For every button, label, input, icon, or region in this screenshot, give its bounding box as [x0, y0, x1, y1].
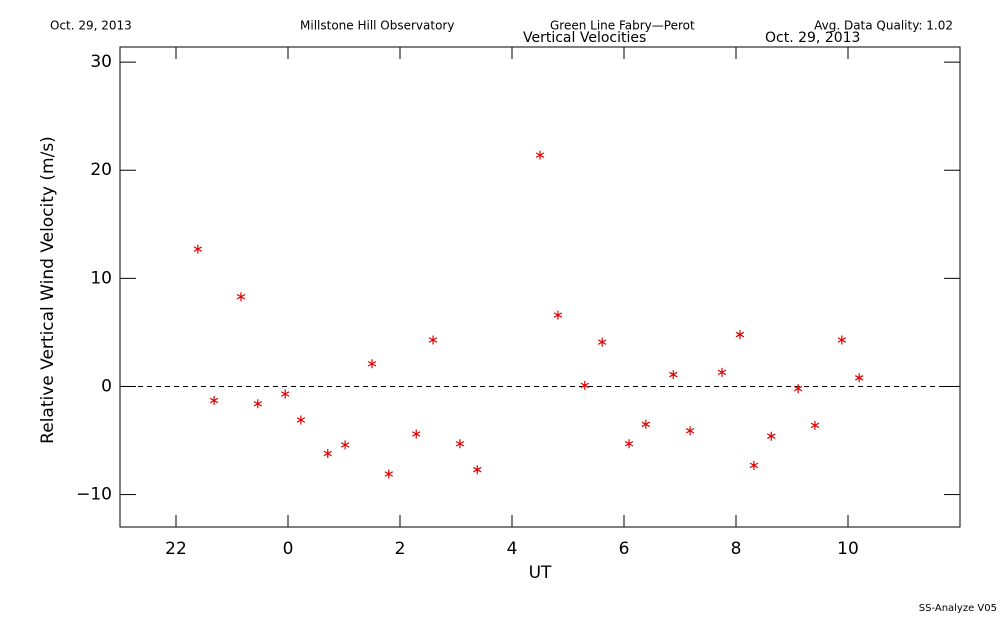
- plot-frame: [119, 46, 961, 528]
- point: [624, 439, 634, 449]
- x-tick-label: 2: [395, 539, 406, 559]
- point: [717, 367, 727, 377]
- y-tick-label: 20: [90, 160, 112, 180]
- point: [428, 335, 438, 345]
- point: [193, 244, 203, 254]
- point: [810, 420, 820, 430]
- title-date: Oct. 29, 2013: [765, 30, 860, 46]
- point: [580, 380, 590, 390]
- point: [384, 469, 394, 479]
- point: [837, 335, 847, 345]
- point: [412, 429, 421, 439]
- point: [553, 310, 563, 320]
- point: [340, 440, 350, 450]
- point: [209, 396, 219, 406]
- point: [236, 292, 246, 302]
- x-tick-label: 0: [283, 539, 294, 559]
- x-tick-label: 22: [165, 539, 187, 559]
- point: [641, 419, 651, 429]
- point: [767, 431, 776, 441]
- point: [296, 415, 306, 425]
- point: [253, 399, 262, 409]
- instrument: Green Line Fabry—Perot: [550, 19, 695, 33]
- point: [793, 384, 803, 394]
- y-axis-label: Relative Vertical Wind Velocity (m/s): [38, 136, 58, 444]
- point: [749, 460, 759, 470]
- chart-title: Vertical Velocities: [523, 30, 646, 46]
- x-tick-label: 10: [837, 539, 859, 559]
- point: [685, 426, 695, 436]
- x-tick-label: 6: [619, 539, 630, 559]
- x-tick-label: 8: [731, 539, 742, 559]
- point: [280, 389, 290, 399]
- date: Oct. 29, 2013: [50, 19, 132, 33]
- x-axis-label: UT: [529, 563, 552, 583]
- point: [323, 448, 332, 458]
- point: [367, 359, 377, 369]
- footer: SS-Analyze V05: [919, 603, 997, 614]
- data-quality: Avg. Data Quality: 1.02: [814, 19, 953, 33]
- y-tick-label: −10: [76, 485, 112, 505]
- y-tick-label: 30: [90, 52, 112, 72]
- y-tick-label: 10: [90, 268, 112, 288]
- point: [669, 370, 678, 380]
- point: [597, 337, 607, 347]
- point: [854, 373, 864, 383]
- point: [455, 439, 465, 449]
- observatory: Millstone Hill Observatory: [300, 19, 454, 33]
- point: [735, 330, 745, 340]
- point: [535, 150, 545, 160]
- y-tick-label: 0: [101, 376, 112, 396]
- x-tick-label: 4: [507, 539, 518, 559]
- point: [473, 465, 482, 475]
